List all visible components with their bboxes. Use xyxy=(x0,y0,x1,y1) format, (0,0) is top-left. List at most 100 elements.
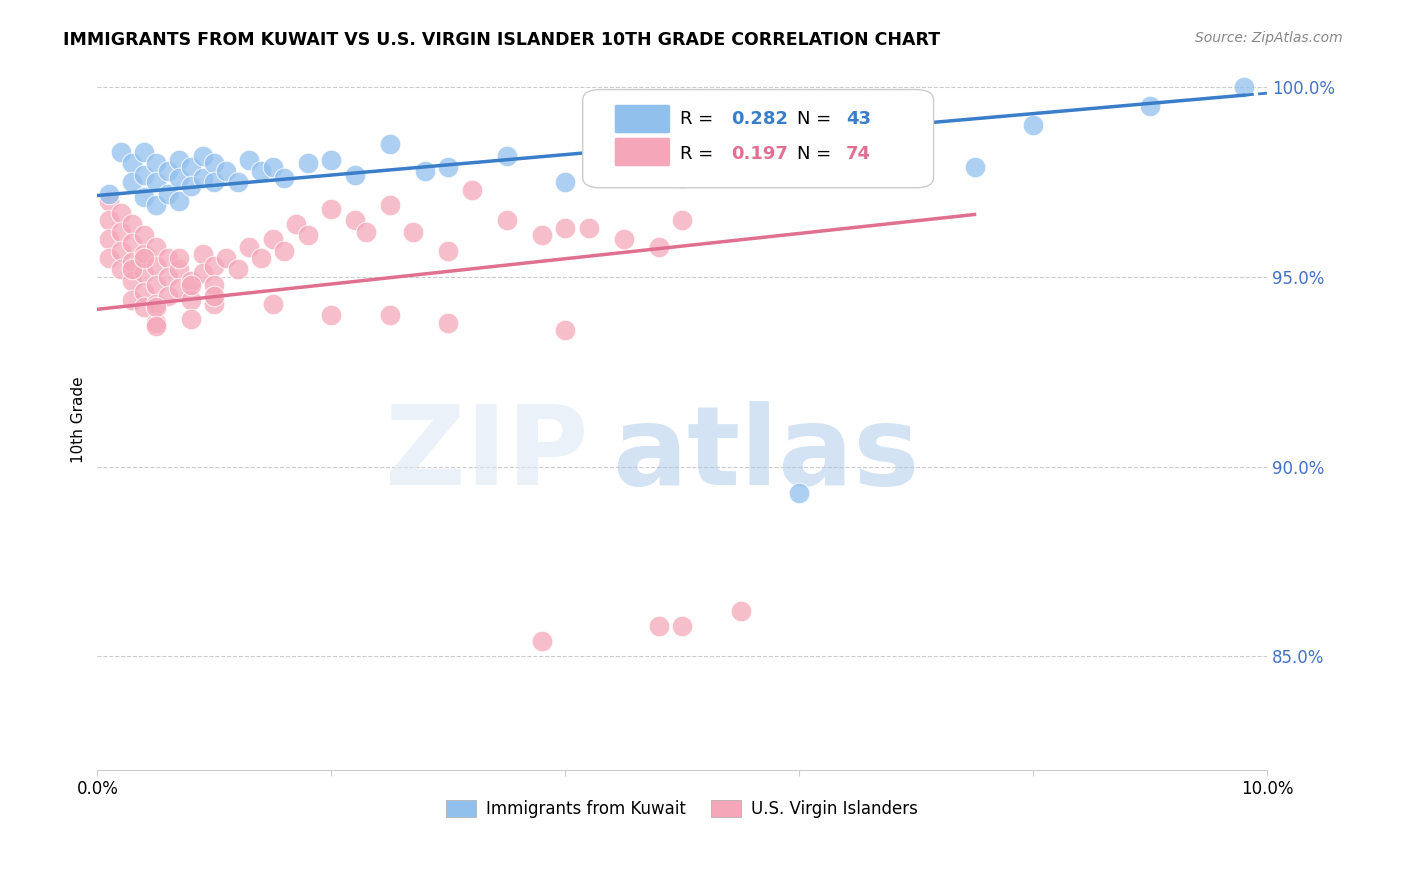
Point xyxy=(413,164,436,178)
Text: N =: N = xyxy=(797,110,837,128)
Point xyxy=(180,293,202,307)
Point xyxy=(437,316,460,330)
Point xyxy=(215,164,238,178)
Text: R =: R = xyxy=(679,110,718,128)
Point xyxy=(98,251,121,265)
Text: atlas: atlas xyxy=(612,401,920,508)
Point xyxy=(121,217,143,231)
Point xyxy=(145,319,167,334)
Point xyxy=(905,168,928,182)
Point xyxy=(530,634,553,648)
Point xyxy=(1232,80,1254,95)
Point xyxy=(167,171,190,186)
Point xyxy=(343,168,366,182)
Point xyxy=(134,145,156,159)
Point xyxy=(963,160,986,174)
Point xyxy=(180,179,202,194)
Point xyxy=(321,153,343,167)
Point xyxy=(121,293,143,307)
Point xyxy=(238,240,260,254)
Point xyxy=(671,619,693,633)
Point xyxy=(460,183,482,197)
Point xyxy=(321,308,343,322)
Point xyxy=(238,153,260,167)
Point xyxy=(378,308,401,322)
Point xyxy=(437,160,460,174)
Point xyxy=(110,145,132,159)
Point xyxy=(134,228,156,243)
Point xyxy=(202,156,225,170)
Point xyxy=(145,198,167,212)
Point xyxy=(648,240,671,254)
Point xyxy=(145,259,167,273)
Point xyxy=(191,247,214,261)
Point xyxy=(110,225,132,239)
Text: ZIP: ZIP xyxy=(385,401,589,508)
Point xyxy=(262,296,284,310)
Point xyxy=(215,251,238,265)
Point xyxy=(156,251,179,265)
Point xyxy=(273,244,295,258)
Point xyxy=(191,149,214,163)
Point xyxy=(202,259,225,273)
Text: 0.282: 0.282 xyxy=(731,110,789,128)
Point xyxy=(226,175,249,189)
Point xyxy=(167,153,190,167)
Point xyxy=(156,289,179,303)
Point xyxy=(343,213,366,227)
Text: 74: 74 xyxy=(846,145,870,163)
Point xyxy=(134,251,156,265)
Point xyxy=(110,205,132,219)
Point xyxy=(134,285,156,300)
Point xyxy=(180,160,202,174)
Point xyxy=(437,244,460,258)
Point xyxy=(121,262,143,277)
Point xyxy=(156,186,179,201)
Point xyxy=(167,194,190,209)
Point xyxy=(191,266,214,280)
Point xyxy=(191,171,214,186)
Point xyxy=(297,228,319,243)
Point xyxy=(273,171,295,186)
Point xyxy=(98,186,121,201)
Point xyxy=(554,323,576,337)
Point xyxy=(98,194,121,209)
Point xyxy=(145,156,167,170)
Point xyxy=(648,619,671,633)
Point xyxy=(262,232,284,246)
Point xyxy=(167,251,190,265)
Point xyxy=(180,311,202,326)
Point xyxy=(671,171,693,186)
Legend: Immigrants from Kuwait, U.S. Virgin Islanders: Immigrants from Kuwait, U.S. Virgin Isla… xyxy=(440,793,925,825)
FancyBboxPatch shape xyxy=(582,89,934,188)
Point xyxy=(787,486,810,500)
Point xyxy=(321,202,343,216)
Point xyxy=(495,149,517,163)
Point xyxy=(134,190,156,204)
Point xyxy=(134,168,156,182)
Point xyxy=(145,301,167,315)
Text: R =: R = xyxy=(679,145,718,163)
Point xyxy=(554,175,576,189)
Point xyxy=(202,296,225,310)
Point xyxy=(730,604,752,618)
Point xyxy=(156,270,179,285)
Point xyxy=(378,137,401,152)
Point xyxy=(202,277,225,292)
Point xyxy=(671,213,693,227)
Point xyxy=(180,277,202,292)
Point xyxy=(121,235,143,250)
Point xyxy=(110,262,132,277)
Point xyxy=(167,262,190,277)
Point xyxy=(250,164,273,178)
Point xyxy=(613,232,636,246)
Point xyxy=(202,175,225,189)
Text: IMMIGRANTS FROM KUWAIT VS U.S. VIRGIN ISLANDER 10TH GRADE CORRELATION CHART: IMMIGRANTS FROM KUWAIT VS U.S. VIRGIN IS… xyxy=(63,31,941,49)
Text: 43: 43 xyxy=(846,110,870,128)
Point xyxy=(613,164,636,178)
Point xyxy=(202,289,225,303)
FancyBboxPatch shape xyxy=(614,104,671,134)
Point xyxy=(226,262,249,277)
Point xyxy=(134,301,156,315)
Point xyxy=(121,274,143,288)
